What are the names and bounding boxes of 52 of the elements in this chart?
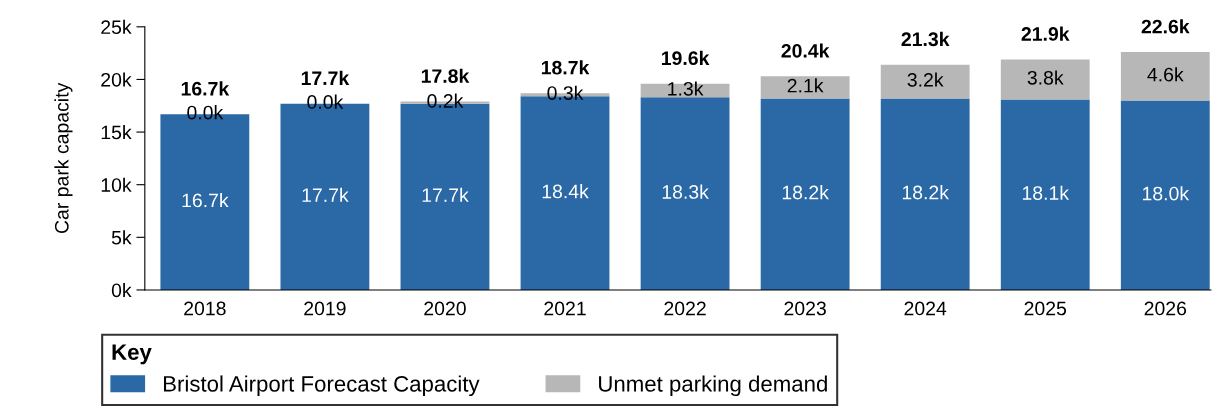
bar xyxy=(760,98,850,290)
total-label: 20.4k xyxy=(781,43,830,58)
total-label: 16.7k xyxy=(181,81,230,96)
total-label: 21.3k xyxy=(901,31,950,47)
data-label: 17.7k xyxy=(422,187,469,202)
bar xyxy=(1000,59,1090,100)
data-label: 1.3k xyxy=(668,81,704,96)
x-tick-label: 2020 xyxy=(424,301,466,316)
data-label: 18.0k xyxy=(1143,186,1190,201)
data-label: 0.3k xyxy=(547,85,584,100)
bar xyxy=(640,97,730,290)
data-label: 18.2k xyxy=(902,185,949,200)
x-tick-label: 2018 xyxy=(184,301,226,316)
data-label: 17.7k xyxy=(302,187,349,202)
data-label: 3.2k xyxy=(907,72,944,87)
x-tick-label: 2024 xyxy=(904,301,947,316)
data-label: 4.6k xyxy=(1147,67,1184,82)
data-label: 16.7k xyxy=(182,193,229,208)
y-tick-label: 5k xyxy=(111,230,132,245)
data-label: 2.1k xyxy=(787,78,824,93)
y-tick-label: 0k xyxy=(111,282,132,298)
y-tick-label: 10k xyxy=(101,177,132,192)
x-tick-label: 2019 xyxy=(304,301,346,316)
data-label: 18.1k xyxy=(1022,185,1070,200)
x-tick-label: 2026 xyxy=(1144,301,1187,316)
bar xyxy=(880,98,970,290)
bar xyxy=(1120,52,1210,101)
legend-label: Unmet parking demand xyxy=(599,375,827,397)
x-tick-label: 2022 xyxy=(664,301,706,316)
legend-title: Key xyxy=(112,344,152,365)
y-tick-label: 15k xyxy=(101,125,132,140)
total-label: 19.6k xyxy=(661,50,710,66)
x-tick-label: 2021 xyxy=(544,301,586,316)
bar xyxy=(880,64,970,99)
data-label: 18.4k xyxy=(542,184,589,199)
y-tick-label: 25k xyxy=(101,19,132,35)
bar xyxy=(760,76,850,99)
total-label: 18.7k xyxy=(541,60,590,75)
data-label: 18.3k xyxy=(662,184,709,199)
bar xyxy=(1000,99,1090,290)
x-tick-label: 2023 xyxy=(784,301,826,316)
data-label: 18.2k xyxy=(782,185,829,200)
y-tick-label: 20k xyxy=(101,72,132,87)
total-label: 17.8k xyxy=(421,68,470,83)
total-label: 22.6k xyxy=(1141,19,1190,34)
total-label: 21.9k xyxy=(1021,26,1070,41)
y-axis-title: Car park capacity xyxy=(54,82,73,234)
bar xyxy=(1120,100,1210,290)
x-tick-label: 2025 xyxy=(1024,301,1067,316)
legend-label: Bristol Airport Forecast Capacity xyxy=(164,375,480,397)
total-label: 17.7k xyxy=(301,70,350,85)
data-label: 3.8k xyxy=(1027,70,1064,85)
